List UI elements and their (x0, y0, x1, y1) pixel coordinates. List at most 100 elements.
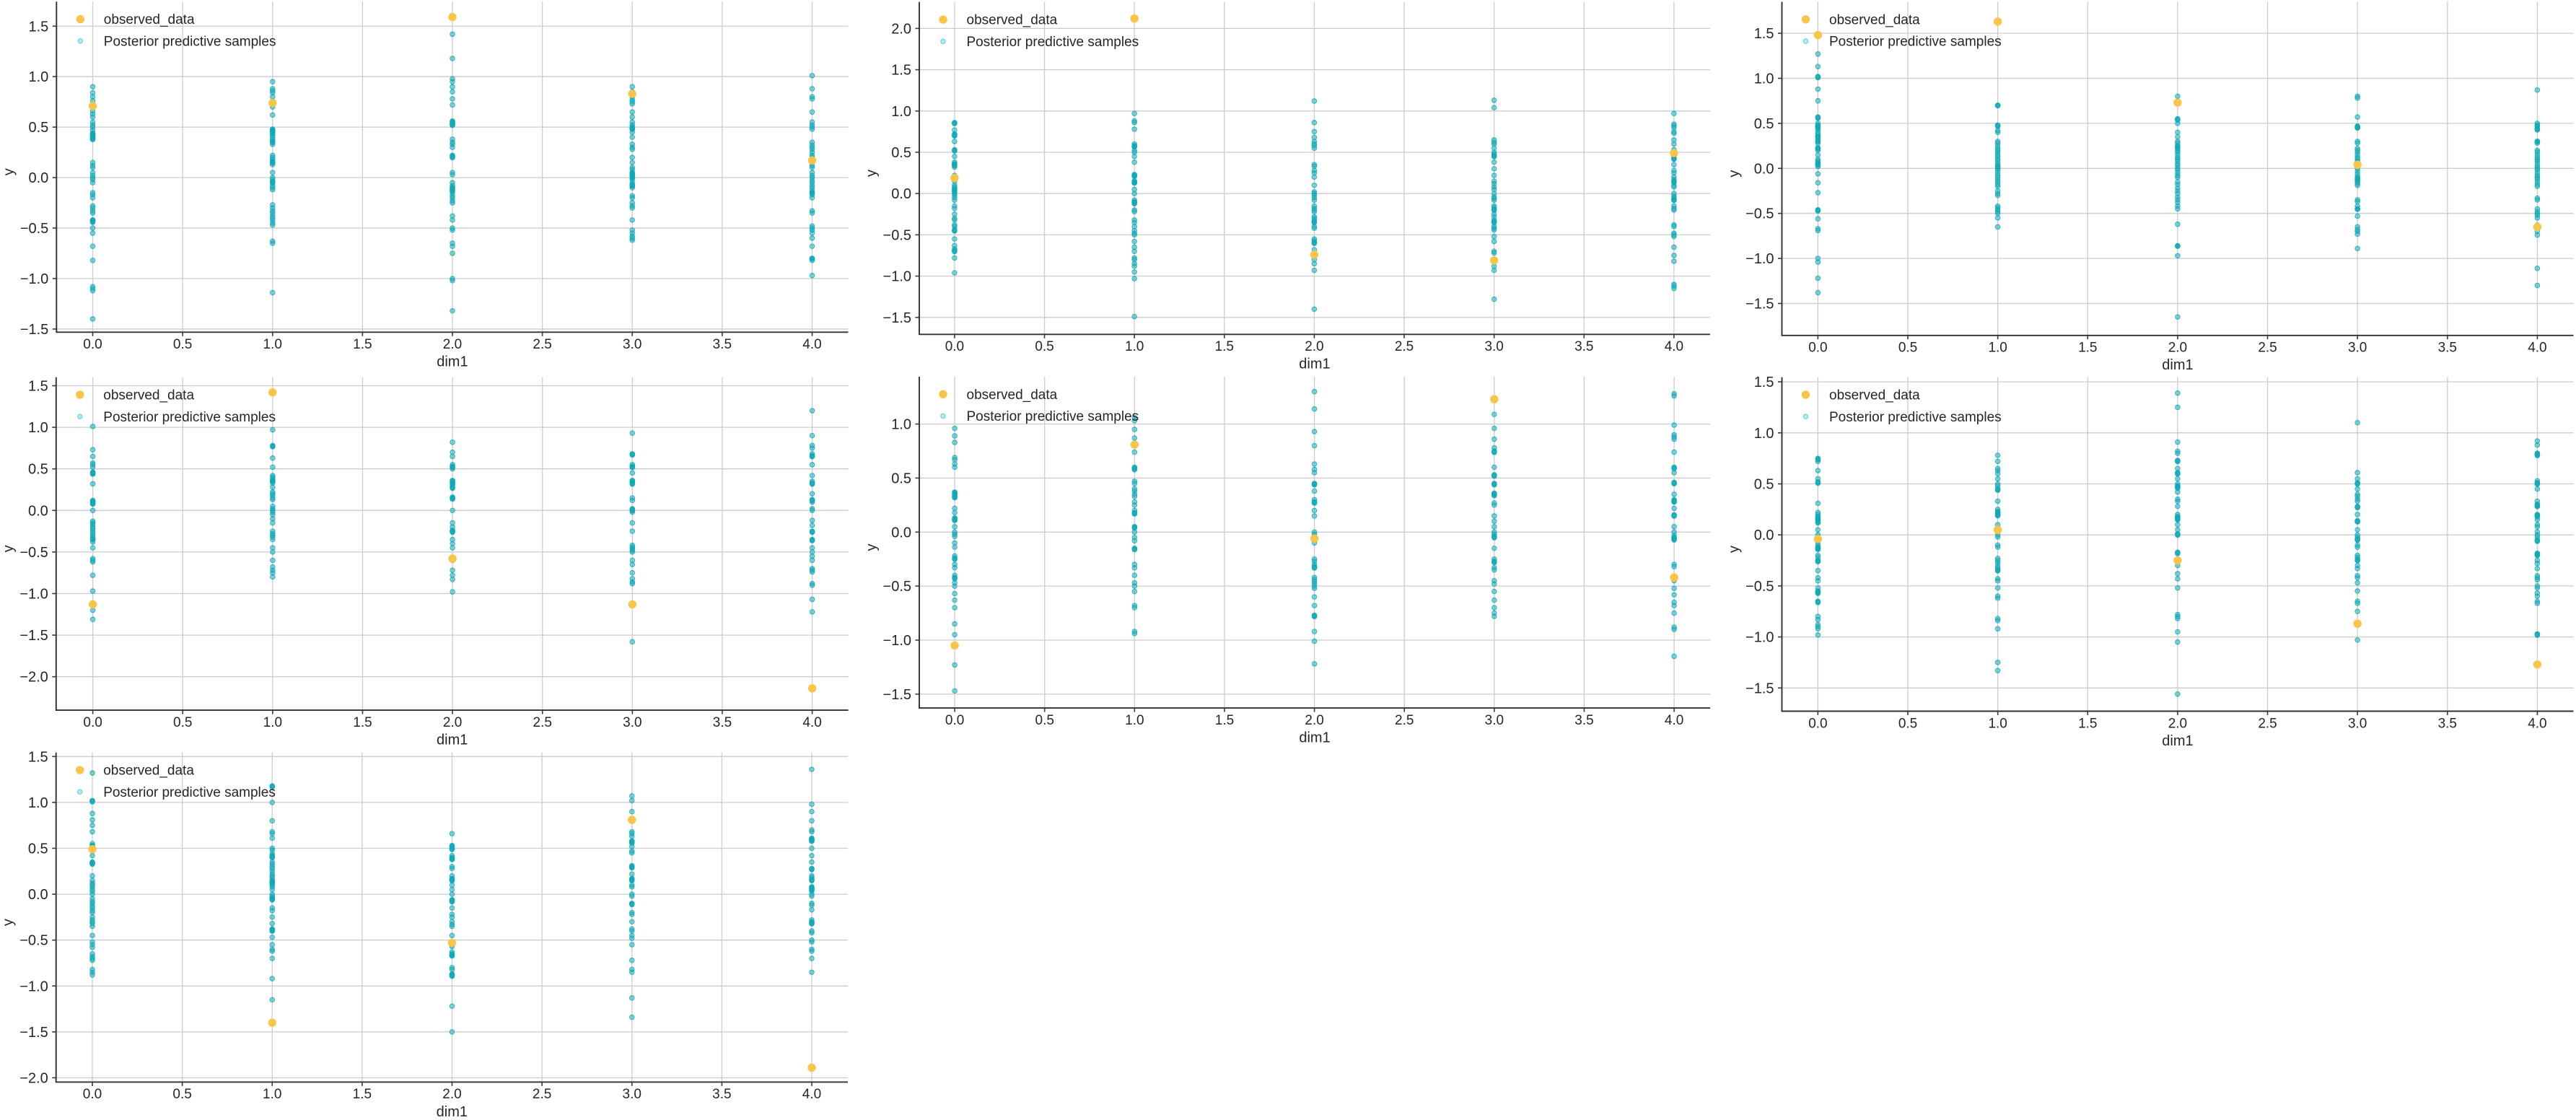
svg-text:−2.0: −2.0 (19, 670, 48, 686)
svg-text:−0.5: −0.5 (883, 227, 911, 243)
svg-text:−0.5: −0.5 (20, 221, 48, 237)
svg-text:1.0: 1.0 (28, 69, 48, 85)
svg-text:−1.0: −1.0 (19, 587, 48, 603)
svg-text:2.5: 2.5 (2258, 341, 2277, 356)
svg-text:1.5: 1.5 (28, 379, 48, 395)
svg-text:y: y (864, 170, 880, 177)
svg-text:3.5: 3.5 (713, 715, 732, 730)
svg-text:0.0: 0.0 (1808, 341, 1827, 356)
svg-text:3.5: 3.5 (713, 337, 732, 352)
svg-text:2.5: 2.5 (1395, 339, 1414, 354)
svg-text:3.0: 3.0 (1485, 713, 1504, 728)
svg-text:1.5: 1.5 (891, 63, 911, 79)
svg-text:3.5: 3.5 (1574, 339, 1593, 354)
svg-text:2.5: 2.5 (533, 1087, 551, 1102)
svg-text:3.0: 3.0 (623, 715, 641, 730)
svg-text:1.5: 1.5 (2078, 341, 2097, 356)
svg-text:observed_data: observed_data (1829, 12, 1920, 27)
svg-text:Posterior predictive samples: Posterior predictive samples (967, 409, 1139, 424)
svg-text:0.0: 0.0 (83, 1087, 102, 1102)
svg-text:3.0: 3.0 (2348, 341, 2367, 356)
svg-text:3.5: 3.5 (2438, 341, 2457, 356)
svg-text:−2.0: −2.0 (19, 1071, 48, 1087)
svg-text:2.0: 2.0 (1305, 713, 1323, 728)
svg-text:−0.5: −0.5 (19, 933, 48, 949)
svg-text:3.0: 3.0 (623, 337, 641, 352)
svg-text:4.0: 4.0 (802, 1087, 821, 1102)
svg-text:2.0: 2.0 (442, 1087, 461, 1102)
svg-text:0.5: 0.5 (1754, 477, 1774, 493)
svg-text:−1.5: −1.5 (20, 322, 48, 338)
svg-text:observed_data: observed_data (104, 12, 195, 27)
svg-text:0.5: 0.5 (173, 715, 192, 730)
svg-text:2.5: 2.5 (533, 715, 552, 730)
svg-text:1.0: 1.0 (28, 795, 48, 811)
svg-text:observed_data: observed_data (1829, 388, 1920, 403)
svg-text:4.0: 4.0 (802, 337, 821, 352)
svg-text:2.5: 2.5 (1395, 713, 1414, 728)
svg-text:Posterior predictive samples: Posterior predictive samples (1829, 410, 2002, 425)
svg-text:1.0: 1.0 (263, 1087, 281, 1102)
svg-text:1.0: 1.0 (1754, 71, 1774, 87)
svg-text:4.0: 4.0 (802, 715, 821, 730)
svg-text:0.5: 0.5 (891, 471, 911, 486)
svg-text:observed_data: observed_data (103, 388, 194, 403)
svg-text:1.0: 1.0 (1125, 339, 1144, 354)
svg-text:1.0: 1.0 (263, 715, 282, 730)
svg-text:1.0: 1.0 (891, 417, 911, 433)
svg-text:3.0: 3.0 (2348, 716, 2367, 731)
svg-text:0.0: 0.0 (945, 713, 964, 728)
svg-text:0.0: 0.0 (891, 525, 911, 541)
svg-text:1.5: 1.5 (28, 19, 48, 35)
svg-text:y: y (1727, 170, 1743, 178)
svg-text:1.5: 1.5 (353, 715, 372, 730)
svg-text:y: y (1727, 546, 1743, 553)
svg-text:1.5: 1.5 (353, 337, 372, 352)
svg-text:observed_data: observed_data (967, 388, 1058, 403)
svg-text:y: y (1, 168, 17, 175)
svg-text:3.5: 3.5 (712, 1087, 731, 1102)
svg-text:−0.5: −0.5 (19, 545, 48, 561)
svg-text:−1.5: −1.5 (19, 628, 48, 644)
svg-text:4.0: 4.0 (1665, 713, 1683, 728)
svg-text:1.5: 1.5 (1215, 713, 1234, 728)
svg-text:observed_data: observed_data (967, 13, 1058, 28)
svg-text:dim1: dim1 (437, 732, 468, 748)
svg-text:2.0: 2.0 (1305, 339, 1323, 354)
svg-text:dim1: dim1 (2162, 357, 2193, 373)
svg-text:4.0: 4.0 (2528, 341, 2546, 356)
svg-text:0.0: 0.0 (28, 887, 48, 903)
svg-text:0.0: 0.0 (28, 503, 48, 519)
svg-text:3.5: 3.5 (1574, 713, 1593, 728)
svg-text:−1.0: −1.0 (883, 633, 911, 649)
svg-text:0.0: 0.0 (945, 339, 964, 354)
svg-text:Posterior predictive samples: Posterior predictive samples (104, 34, 276, 49)
svg-text:3.0: 3.0 (623, 1087, 641, 1102)
svg-text:1.5: 1.5 (353, 1087, 372, 1102)
svg-text:0.5: 0.5 (1898, 341, 1917, 356)
svg-text:−1.0: −1.0 (883, 269, 911, 285)
svg-text:Posterior predictive samples: Posterior predictive samples (1829, 35, 2002, 50)
svg-text:−1.0: −1.0 (19, 979, 48, 994)
svg-text:−1.5: −1.5 (883, 687, 911, 703)
svg-text:observed_data: observed_data (103, 764, 194, 779)
svg-text:4.0: 4.0 (1665, 339, 1683, 354)
svg-text:1.5: 1.5 (28, 749, 48, 765)
svg-text:dim1: dim1 (1299, 356, 1330, 372)
svg-text:−0.5: −0.5 (1745, 579, 1774, 595)
svg-text:0.5: 0.5 (28, 120, 48, 136)
svg-text:0.0: 0.0 (83, 337, 102, 352)
svg-text:−1.0: −1.0 (1745, 251, 1774, 267)
svg-text:0.5: 0.5 (891, 145, 911, 161)
svg-text:0.5: 0.5 (28, 841, 48, 857)
svg-text:0.0: 0.0 (891, 186, 911, 202)
svg-text:1.0: 1.0 (28, 420, 48, 436)
svg-text:2.0: 2.0 (2168, 716, 2187, 731)
svg-text:1.0: 1.0 (891, 104, 911, 120)
svg-text:1.5: 1.5 (1754, 375, 1774, 390)
svg-text:3.0: 3.0 (1484, 339, 1503, 354)
svg-text:2.0: 2.0 (2168, 341, 2187, 356)
svg-text:−1.5: −1.5 (1745, 297, 1774, 312)
svg-text:−1.5: −1.5 (883, 310, 911, 326)
svg-text:3.5: 3.5 (2438, 716, 2457, 731)
